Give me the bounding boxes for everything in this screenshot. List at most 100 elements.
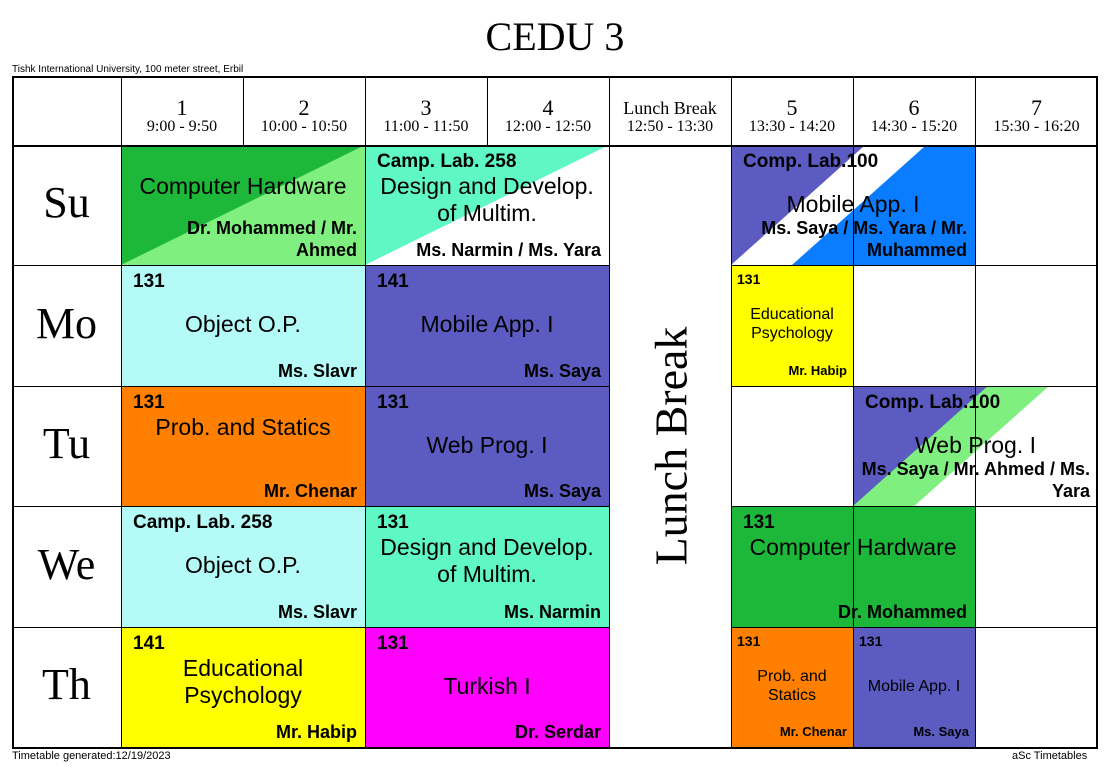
period-header: 4 12:00 - 12:50 (487, 95, 609, 136)
grid-line (975, 76, 976, 145)
lesson-color-band (731, 145, 866, 265)
grid-line (12, 747, 1098, 749)
lesson-background (365, 265, 609, 386)
lesson-cell[interactable]: Computer Hardware Dr. Mohammed / Mr. Ahme… (121, 145, 365, 265)
lesson-subject: Object O.P. (185, 552, 301, 578)
grid-line (731, 145, 732, 747)
grid-line (12, 76, 14, 747)
lesson-color-band (792, 145, 975, 265)
lesson-cell[interactable]: 131 Turkish I Dr. Serdar (365, 627, 609, 747)
grid-line (12, 506, 609, 507)
lesson-color-band (121, 506, 365, 627)
lesson-room: 141 (377, 271, 409, 292)
day-label: We (37, 539, 96, 589)
lunch-break-label: Lunch Break (645, 326, 697, 566)
lesson-background (121, 627, 365, 747)
lesson-background (731, 627, 853, 747)
lesson-teacher: Ms. Saya (523, 481, 601, 501)
lesson-color-band (365, 506, 609, 627)
lesson-subject: Design and Develop. of Multim. (380, 534, 594, 587)
lesson-background (365, 145, 609, 265)
grid-line (853, 76, 854, 145)
period-time: 12:00 - 12:50 (504, 118, 592, 135)
lesson-color-band (853, 386, 988, 506)
lesson-color-band (365, 265, 609, 386)
grid-line (12, 265, 609, 266)
lesson-teacher: Mr. Habip (788, 363, 847, 378)
lesson-subject: Prob. and Statics (757, 668, 827, 704)
lesson-room: 131 (859, 633, 883, 649)
lesson-cell[interactable]: Camp. Lab. 258 Object O.P. Ms. Slavr (121, 506, 365, 627)
lesson-room: Comp. Lab.100 (743, 151, 879, 172)
lesson-cell[interactable]: 131 Educational Psychology Mr. Habip (731, 265, 853, 386)
period-number: Lunch Break (623, 98, 717, 118)
lesson-subject: Educational Psychology (750, 306, 834, 342)
period-header: 7 15:30 - 16:20 (975, 97, 1098, 136)
grid-line (12, 386, 609, 387)
lesson-cell[interactable]: 141 Mobile App. I Ms. Saya (365, 265, 609, 386)
period-number: 2 (298, 95, 310, 120)
period-header: Lunch Break 12:50 - 13:30 (609, 98, 731, 136)
lesson-cell[interactable]: Camp. Lab. 258 Design and Develop. of Mul… (365, 145, 609, 265)
grid-line (487, 76, 488, 145)
lesson-cell[interactable]: 131 Design and Develop. of Multim. Ms. Nar… (365, 506, 609, 627)
lesson-color-band (731, 627, 853, 747)
lesson-teacher: Ms. Saya / Ms. Yara / Mr. Muhammed (761, 218, 967, 260)
grid-line (121, 145, 122, 747)
grid-line (12, 145, 1098, 147)
grid-line (365, 145, 366, 747)
period-header: 3 11:00 - 11:50 (365, 97, 487, 136)
day-label: Su (43, 178, 90, 227)
lesson-color-band (121, 145, 365, 265)
day-label: Tu (42, 419, 91, 468)
lesson-color-band (853, 627, 975, 747)
lesson-subject: Prob. and Statics (155, 414, 331, 440)
lesson-cell[interactable]: 131 Prob. and Statics Mr. Chenar (121, 386, 365, 506)
lesson-room: 131 (377, 392, 409, 413)
lesson-subject: Mobile App. I (420, 311, 554, 337)
software-credit: aSc Timetables (1012, 750, 1088, 762)
grid-line (731, 265, 1098, 266)
lesson-room: 131 (377, 633, 409, 654)
grid-line (121, 76, 122, 145)
grid-line (1096, 76, 1098, 749)
grid-line (243, 76, 244, 145)
lesson-color-band (914, 386, 1098, 506)
period-time: 10:00 - 10:50 (260, 118, 348, 135)
grid-line (731, 76, 732, 145)
period-header: 6 14:30 - 15:20 (853, 97, 975, 136)
grid-line (365, 76, 366, 145)
lesson-cell[interactable]: 131 Web Prog. I Ms. Saya (365, 386, 609, 506)
lesson-subject: Turkish I (443, 673, 531, 699)
lesson-room: 131 (133, 392, 165, 413)
lesson-cell[interactable]: 141 Educational Psychology Mr. Habip (121, 627, 365, 747)
lesson-teacher: Mr. Habip (275, 722, 357, 742)
lesson-teacher: Ms. Saya (913, 724, 969, 739)
lesson-room: Camp. Lab. 258 (377, 151, 517, 172)
lesson-room: 141 (133, 633, 165, 654)
lesson-room: 131 (743, 512, 775, 533)
grid-line (12, 76, 1098, 78)
lesson-subject: Educational Psychology (182, 655, 304, 708)
lesson-cell[interactable]: 131 Prob. and Statics Mr. Chenar (731, 627, 853, 747)
lesson-teacher: Ms. Slavr (277, 602, 357, 622)
lesson-subject: Mobile App. I (867, 678, 961, 695)
lesson-cell[interactable]: 131 Object O.P. Ms. Slavr (121, 265, 365, 386)
lesson-background (121, 386, 365, 506)
lesson-cell[interactable]: 131 Mobile App. I Ms. Saya (853, 627, 975, 747)
grid-line (853, 145, 854, 747)
grid-line (12, 627, 609, 628)
lesson-room: 131 (377, 512, 409, 533)
period-time: 15:30 - 16:20 (993, 118, 1080, 135)
period-time: 11:00 - 11:50 (383, 118, 469, 135)
lesson-background (121, 145, 365, 265)
period-time: 9:00 - 9:50 (146, 118, 218, 135)
period-number: 4 (542, 95, 554, 120)
grid-line (975, 145, 976, 747)
lesson-color-band (365, 145, 609, 265)
lesson-room: Camp. Lab. 258 (133, 512, 273, 533)
lesson-color-band (731, 265, 853, 386)
lesson-teacher: Ms. Slavr (277, 361, 357, 381)
lesson-teacher: Ms. Narmin (503, 602, 601, 622)
lesson-color-band (365, 386, 609, 506)
